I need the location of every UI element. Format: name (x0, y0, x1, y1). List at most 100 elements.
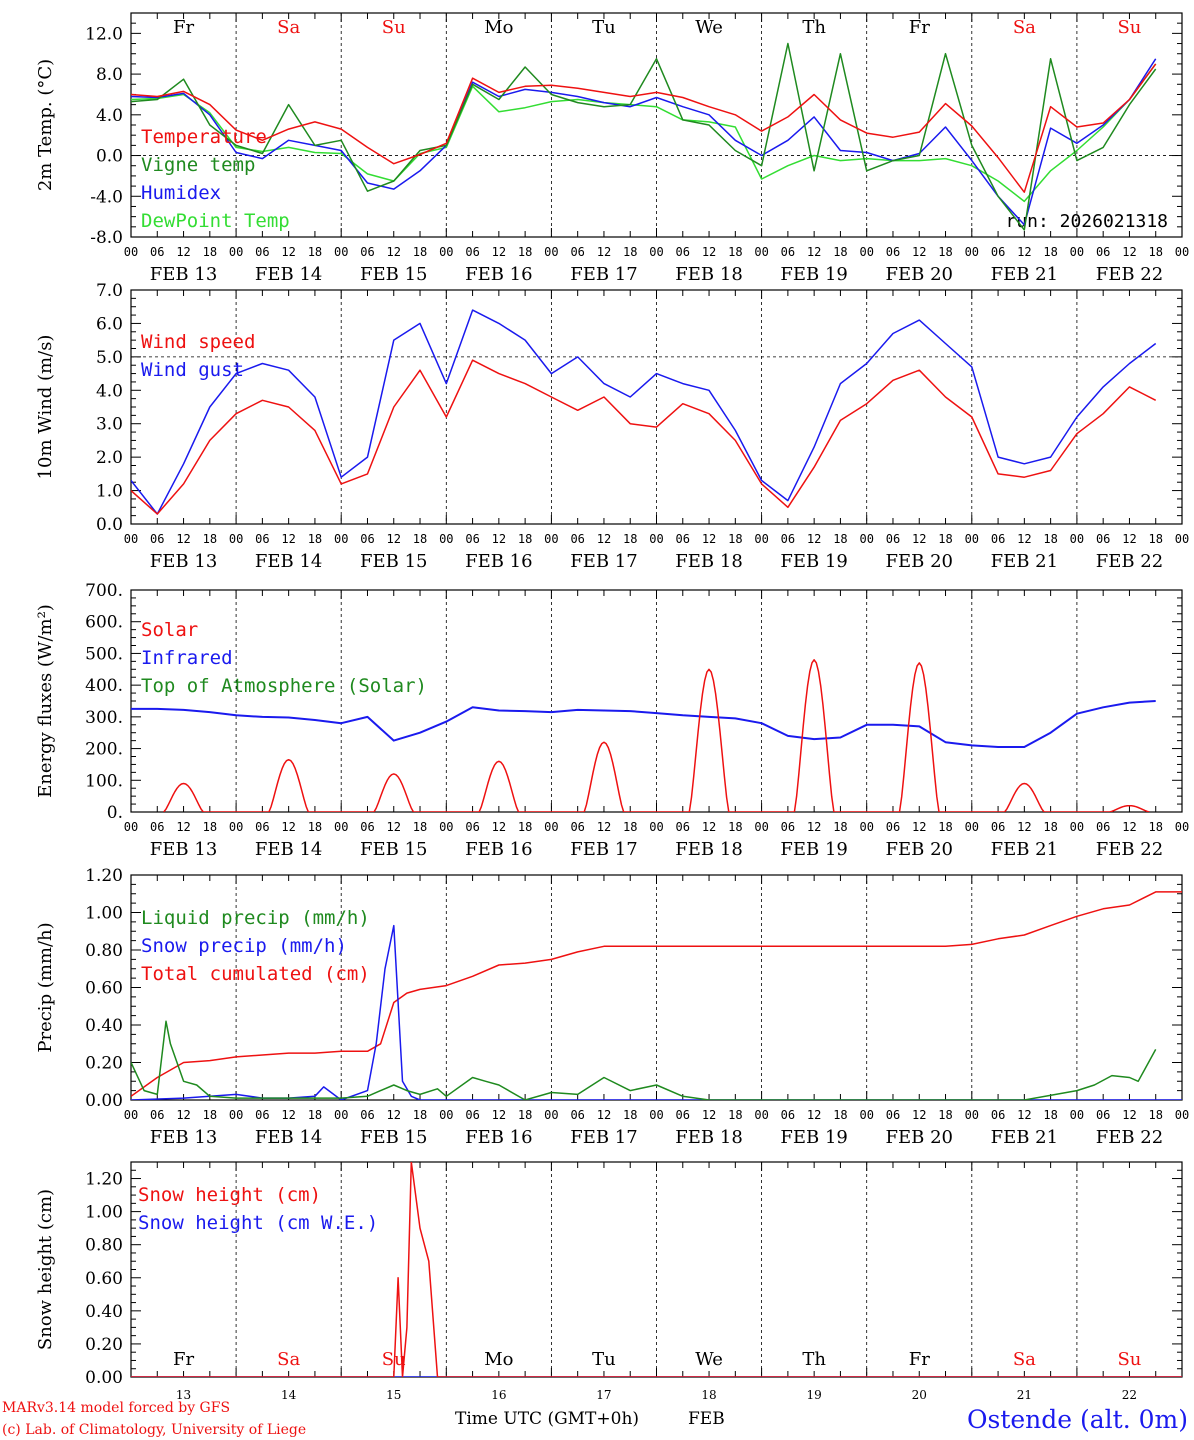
day-number-label: 14 (281, 1388, 297, 1402)
day-name-label: Su (1117, 17, 1141, 38)
hour-label: 06 (360, 532, 374, 546)
hour-label: 06 (570, 245, 584, 259)
y-tick-label: 0.00 (85, 1091, 123, 1111)
y-tick-label: -4.0 (90, 187, 123, 207)
y-tick-label: 4.0 (96, 381, 123, 401)
y-tick-label: 400. (85, 676, 123, 696)
hour-label: 18 (308, 1108, 322, 1122)
date-label: FEB 18 (675, 1127, 742, 1148)
day-name-label: Sa (1013, 17, 1036, 38)
hour-label: 06 (886, 245, 900, 259)
legend-entry: Humidex (141, 182, 221, 204)
day-number-label: 15 (386, 1388, 401, 1402)
hour-label: 12 (1017, 1108, 1031, 1122)
hour-label: 12 (1017, 245, 1031, 259)
day-name-label: Fr (909, 1349, 930, 1370)
y-tick-label: 7.0 (96, 281, 123, 301)
day-name-label: Sa (277, 1349, 300, 1370)
hour-label: 00 (1175, 820, 1189, 834)
date-label: FEB 22 (1096, 1127, 1163, 1148)
hour-label: 12 (1122, 245, 1136, 259)
hour-label: 06 (150, 1108, 164, 1122)
hour-label: 06 (360, 245, 374, 259)
y-tick-label: 100. (85, 771, 123, 791)
hour-label: 06 (570, 820, 584, 834)
hour-label: 12 (176, 1108, 190, 1122)
hour-label: 18 (623, 532, 637, 546)
hour-label: 06 (781, 1108, 795, 1122)
hour-label: 00 (649, 245, 663, 259)
y-tick-label: 4.0 (96, 106, 123, 126)
day-name-label: Sa (1013, 1349, 1036, 1370)
date-label: FEB 17 (570, 1127, 637, 1148)
hour-label: 12 (281, 532, 295, 546)
hour-label: 06 (781, 532, 795, 546)
hour-label: 06 (886, 820, 900, 834)
run-annotation: run: 2026021318 (1005, 211, 1168, 232)
day-number-label: 13 (176, 1388, 191, 1402)
hour-label: 12 (597, 245, 611, 259)
hour-label: 18 (623, 245, 637, 259)
y-tick-label: 6.0 (96, 314, 123, 334)
hour-label: 12 (702, 245, 716, 259)
panel-4: 0.00 0.20 0.40 0.60 0.80 1.00 1.20 Precip (mm/h… (35, 866, 1189, 1148)
legend-entry: Snow height (cm W.E.) (138, 1212, 378, 1234)
day-name-label: Mo (484, 17, 513, 38)
hour-label: 06 (255, 245, 269, 259)
hour-label: 00 (229, 820, 243, 834)
hour-label: 06 (150, 820, 164, 834)
hour-label: 12 (1122, 820, 1136, 834)
hour-label: 12 (1017, 532, 1031, 546)
hour-label: 00 (754, 532, 768, 546)
y-tick-label: 500. (85, 644, 123, 664)
hour-label: 06 (1096, 532, 1110, 546)
date-label: FEB 13 (150, 264, 217, 285)
legend-entry: Vigne temp (141, 154, 255, 176)
date-label: FEB 17 (570, 551, 637, 572)
y-axis-title: Energy fluxes (W/m²) (35, 604, 56, 798)
y-tick-label: 0.20 (85, 1054, 123, 1074)
hour-label: 18 (413, 532, 427, 546)
hour-label: 18 (413, 820, 427, 834)
series-line-temperature (131, 63, 1157, 193)
date-label: FEB 19 (780, 839, 847, 860)
hour-label: 06 (150, 532, 164, 546)
hour-label: 06 (150, 245, 164, 259)
hour-label: 06 (991, 1108, 1005, 1122)
y-tick-label: 0.80 (85, 941, 123, 961)
legend-entry: Infrared (141, 647, 233, 669)
hour-label: 00 (1175, 1108, 1189, 1122)
date-label: FEB 14 (255, 551, 322, 572)
day-name-label: Su (382, 1349, 406, 1370)
hour-label: 12 (387, 820, 401, 834)
y-tick-label: -8.0 (90, 228, 123, 248)
date-label: FEB 16 (465, 839, 532, 860)
date-label: FEB 15 (360, 1127, 427, 1148)
legend-entry: Wind speed (141, 331, 255, 353)
day-number-label: 16 (491, 1388, 506, 1402)
y-tick-label: 12.0 (85, 24, 123, 44)
day-name-label: We (695, 1349, 723, 1370)
date-label: FEB 21 (991, 551, 1058, 572)
day-name-label: Fr (173, 1349, 194, 1370)
hour-label: 06 (991, 245, 1005, 259)
hour-label: 12 (702, 1108, 716, 1122)
y-tick-label: 3.0 (96, 415, 123, 435)
day-number-label: 17 (596, 1388, 611, 1402)
hour-label: 06 (1096, 820, 1110, 834)
hour-label: 00 (124, 532, 138, 546)
hour-label: 06 (676, 820, 690, 834)
y-tick-label: 1.00 (85, 904, 123, 924)
hour-label: 18 (413, 245, 427, 259)
series-line-infrared (131, 700, 1156, 748)
series-group (131, 1162, 1182, 1377)
date-label: FEB 21 (991, 1127, 1058, 1148)
hour-label: 06 (465, 532, 479, 546)
day-number-label: 18 (701, 1388, 716, 1402)
hour-label: 18 (1148, 1108, 1162, 1122)
panel-5: 0.00 0.20 0.40 0.60 0.80 1.00 1.20 Snow height … (35, 1161, 1183, 1402)
hour-label: 06 (465, 820, 479, 834)
hour-label: 00 (439, 245, 453, 259)
hour-label: 12 (807, 532, 821, 546)
